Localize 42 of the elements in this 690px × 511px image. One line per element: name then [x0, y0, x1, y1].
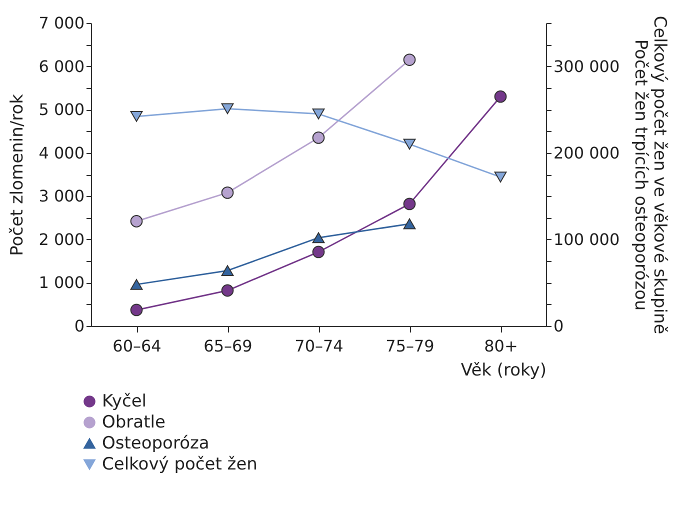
y2-tick-label: 100 000: [554, 230, 620, 249]
point: [403, 198, 416, 210]
y2-tick-label: 300 000: [554, 56, 620, 76]
point: [312, 132, 325, 144]
point: [221, 284, 234, 297]
y2-tick-label: 200 000: [554, 143, 620, 162]
point: [312, 246, 325, 258]
point: [221, 265, 234, 276]
point: [221, 186, 234, 199]
y-axis-title: Počet zlomenin/rok: [8, 94, 28, 256]
y-tick-label: 7 000: [38, 14, 84, 32]
legend-label: Osteoporóza: [102, 434, 210, 454]
x-axis-title: Věk (roky): [460, 360, 546, 380]
y-tick-label: 3 000: [38, 186, 84, 206]
point: [403, 54, 416, 66]
x-tick-label: 65–69: [204, 336, 252, 356]
y2-axis-title: Celkový počet žen ve věkové skupině Počet žen trpících osteoporózou: [630, 16, 670, 334]
point: [403, 138, 416, 150]
point: [130, 279, 143, 290]
point: [403, 218, 416, 230]
point: [221, 103, 234, 114]
y-tick-label: 1 000: [38, 273, 84, 292]
x-tick-label: 80+: [484, 336, 518, 356]
point: [494, 90, 507, 103]
x-tick-label: 60–64: [112, 336, 162, 356]
point: [130, 111, 143, 122]
legend-label: Kyčel: [102, 392, 147, 412]
x-tick-label: 75–79: [386, 336, 434, 356]
y2-tick-label: 0: [554, 316, 564, 336]
point: [312, 232, 325, 244]
y-tick-label: 5 000: [38, 100, 84, 120]
point: [312, 108, 325, 120]
point: [494, 172, 507, 183]
y-tick-label: 6 000: [38, 56, 84, 76]
y-tick-label: 2 000: [38, 230, 84, 249]
point: [130, 215, 143, 228]
y-tick-label: 4 000: [38, 143, 84, 162]
point: [130, 304, 143, 316]
y-tick-label: 0: [74, 316, 84, 336]
legend-label: Celkový počet žen: [102, 454, 258, 474]
x-tick-label: 70–74: [294, 336, 344, 356]
legend-label: Obratle: [102, 412, 166, 432]
